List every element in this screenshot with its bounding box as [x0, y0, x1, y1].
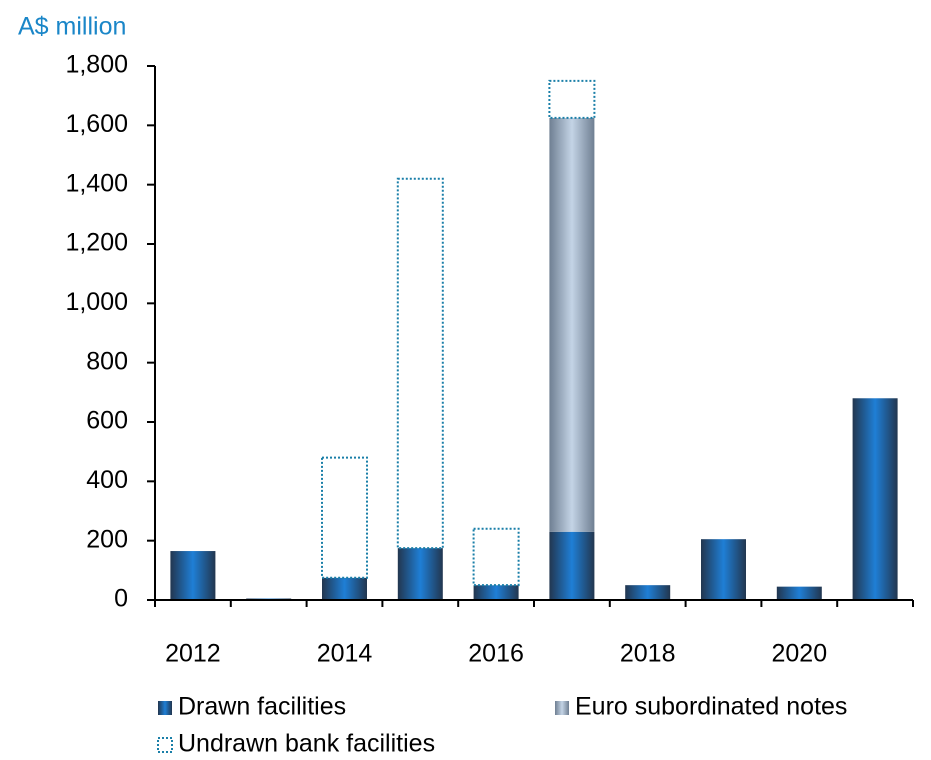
bar: [549, 531, 595, 600]
bar: [472, 527, 520, 587]
legend-swatch: [158, 701, 172, 715]
bar: [170, 551, 216, 600]
bar: [852, 398, 898, 600]
y-tick-label: 600: [86, 407, 128, 435]
y-tick-label: 800: [86, 347, 128, 375]
bar: [548, 79, 596, 119]
legend-label: Undrawn bank facilities: [178, 730, 435, 758]
y-tick-label: 1,600: [65, 110, 128, 138]
y-tick-label: 1,800: [65, 51, 128, 79]
bar: [549, 117, 595, 532]
legend-label: Drawn facilities: [178, 693, 346, 721]
y-axis-label: A$ million: [18, 13, 126, 41]
y-tick-label: 0: [114, 585, 128, 613]
y-tick-label: 1,200: [65, 229, 128, 257]
legend-label: Euro subordinated notes: [575, 693, 847, 721]
bar: [701, 539, 746, 600]
x-tick-label: 2012: [165, 640, 221, 668]
bar: [397, 548, 443, 600]
y-tick-label: 400: [86, 466, 128, 494]
bar: [776, 586, 822, 600]
bar: [396, 177, 444, 550]
bar: [322, 577, 367, 600]
legend-swatch: [157, 737, 173, 753]
y-tick-label: 200: [86, 525, 128, 553]
bar: [625, 585, 671, 600]
legend-swatch: [555, 701, 569, 715]
bar: [321, 456, 368, 579]
x-tick-label: 2020: [771, 640, 827, 668]
y-tick-label: 1,000: [65, 288, 128, 316]
x-tick-label: 2018: [620, 640, 676, 668]
y-tick-label: 1,400: [65, 169, 128, 197]
x-tick-label: 2016: [468, 640, 524, 668]
bar: [473, 585, 519, 600]
x-tick-label: 2014: [317, 640, 373, 668]
